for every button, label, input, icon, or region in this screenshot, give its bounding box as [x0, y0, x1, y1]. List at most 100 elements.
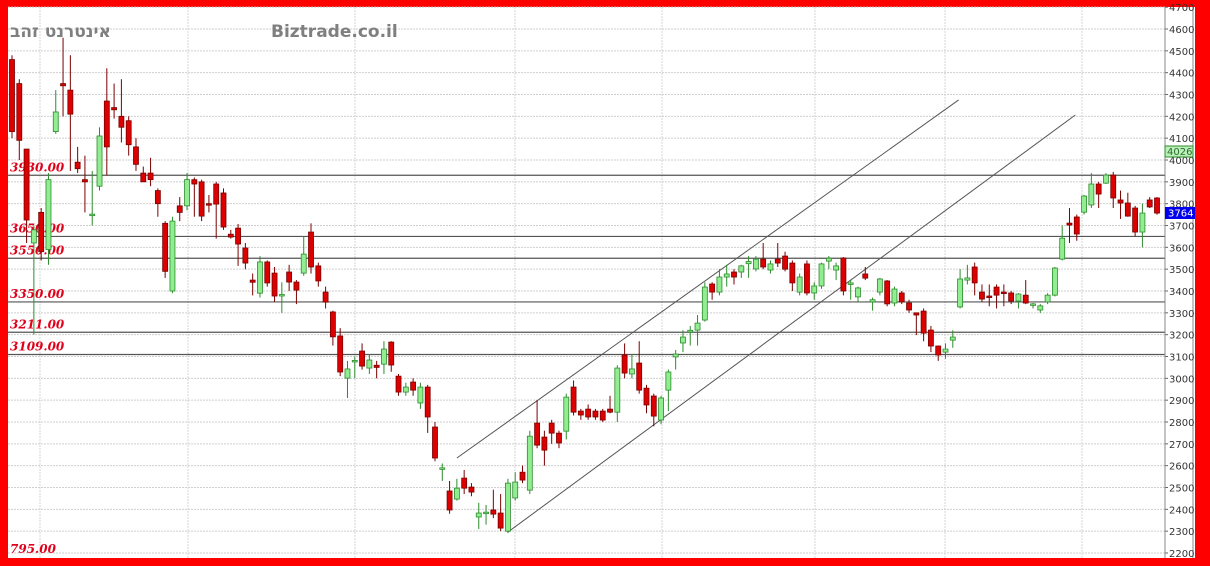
candle-down	[154, 188, 161, 217]
candle-body	[526, 435, 533, 491]
candle-body	[585, 408, 592, 418]
candle-down	[928, 325, 934, 353]
candle-body	[417, 386, 424, 404]
candle-down	[198, 179, 205, 222]
candle-up	[687, 325, 694, 346]
candle-body	[556, 432, 562, 444]
y-tick-label: 3800	[1169, 200, 1194, 211]
candle-down	[191, 177, 198, 217]
candle-body	[453, 487, 460, 500]
candle-down	[643, 384, 650, 414]
y-tick-label: 4600	[1169, 25, 1194, 36]
candle-down	[709, 282, 716, 300]
candle-body	[257, 261, 263, 294]
candle-body	[804, 263, 810, 294]
candle-up	[381, 341, 387, 374]
candle-body	[373, 364, 380, 368]
candle-body	[322, 291, 329, 303]
y-tick-label: 4400	[1169, 69, 1194, 80]
candle-up	[169, 216, 176, 294]
candle-body	[264, 261, 271, 284]
candle-down	[308, 223, 314, 274]
candle-down	[1154, 197, 1160, 215]
candle-up	[847, 280, 854, 300]
candle-up	[1030, 303, 1036, 309]
candle-body	[23, 148, 30, 221]
candle-body	[548, 422, 555, 434]
candle-down	[424, 384, 431, 433]
candle-body	[964, 277, 971, 281]
candle-up	[417, 382, 424, 409]
y-tick-label: 2700	[1169, 440, 1194, 451]
candle-body	[993, 286, 1000, 296]
candle-down	[118, 79, 125, 143]
candle-body	[687, 329, 694, 333]
candle-body	[111, 107, 118, 111]
candle-body	[833, 265, 840, 271]
candle-body	[672, 353, 679, 358]
candle-down	[650, 393, 657, 427]
candle-body	[395, 375, 402, 393]
candle-body	[855, 287, 861, 298]
candle-up	[942, 343, 949, 359]
candle-body	[82, 179, 88, 183]
candle-body	[366, 359, 373, 369]
candle-body	[541, 436, 548, 451]
candle-body	[38, 211, 45, 253]
candle-down	[840, 257, 847, 296]
candle-body	[957, 278, 963, 308]
candle-down	[82, 155, 88, 213]
candle-body	[16, 83, 23, 141]
candles	[9, 37, 1160, 534]
high-price-text: 4026	[1167, 147, 1192, 158]
candle-body	[60, 83, 66, 87]
candle-body	[847, 282, 854, 285]
bottom-level-label: 795.00	[10, 542, 57, 556]
candle-down	[373, 360, 380, 379]
last-price-badge: 3764	[1165, 207, 1195, 220]
candle-down	[731, 269, 737, 285]
candle-body	[497, 512, 504, 529]
candle-down	[133, 138, 139, 171]
candle-down	[1073, 214, 1080, 241]
candle-down	[410, 378, 417, 396]
candle-body	[913, 312, 920, 316]
candle-body	[344, 368, 351, 379]
candle-down	[1110, 172, 1117, 209]
candle-down	[1117, 190, 1124, 219]
y-tick-label: 2300	[1169, 527, 1194, 538]
candle-down	[541, 430, 548, 466]
brand-watermark: Biztrade.co.il	[271, 22, 398, 42]
candle-down	[636, 341, 643, 394]
candle-body	[468, 486, 475, 493]
candle-down	[898, 291, 905, 305]
y-tick-label: 3000	[1169, 374, 1194, 385]
candle-body	[716, 276, 723, 293]
candle-up	[257, 256, 263, 298]
candle-body	[752, 258, 759, 270]
candle-body	[643, 387, 650, 406]
candle-body	[169, 220, 176, 292]
candle-up	[30, 225, 37, 335]
candle-body	[461, 477, 468, 489]
candle-body	[1139, 212, 1146, 233]
candle-body	[942, 348, 949, 353]
y-tick-label: 3400	[1169, 287, 1194, 298]
candle-body	[920, 310, 927, 334]
candle-body	[96, 135, 103, 187]
candle-body	[1044, 294, 1051, 303]
candle-body	[89, 213, 96, 217]
candle-body	[249, 279, 256, 283]
last-price-text: 3764	[1168, 209, 1193, 220]
candle-up	[475, 502, 482, 529]
candle-up	[1051, 266, 1058, 297]
candle-down	[570, 380, 577, 416]
candle-body	[789, 262, 796, 284]
y-tick-label: 4700	[1169, 3, 1194, 14]
candle-body	[45, 179, 52, 250]
candle-up	[184, 173, 190, 211]
candle-up	[563, 393, 570, 440]
candle-down	[337, 328, 344, 377]
candle-body	[636, 362, 643, 391]
